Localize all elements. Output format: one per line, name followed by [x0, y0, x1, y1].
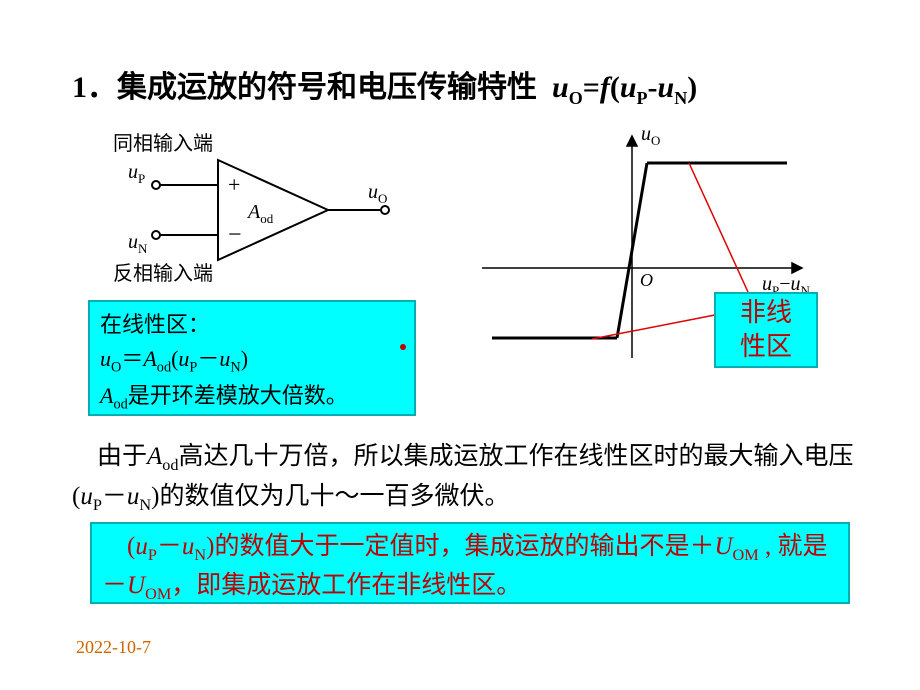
title-uP: u: [620, 71, 637, 104]
box1-line1: 在线性区：: [100, 308, 404, 342]
saturation-box: (uP－uN)的数值大于一定值时，集成运放的输出不是＋UOM , 就是－UOM，…: [90, 522, 850, 604]
box2-line2: 性区: [716, 330, 816, 364]
title-cn: 集成运放的符号和电压传输特性: [117, 71, 537, 104]
label-Aod: Aod: [246, 201, 274, 226]
opamp-diagram: 同相输入端 反相输入端 uP uN uO + − Aod: [98, 130, 408, 300]
graph-origin: O: [640, 270, 653, 290]
title-eq: =: [583, 71, 600, 104]
label-uP: uP: [128, 161, 145, 186]
label-uO: uO: [368, 181, 387, 206]
title-uN-sub: N: [674, 88, 687, 108]
linear-region-box: 在线性区： uO＝Aod(uP－uN) Aod是开环差模放大倍数。: [88, 300, 416, 416]
explanation-paragraph: 由于Aod高达几十万倍，所以集成运放工作在线性区时的最大输入电压(uP－uN)的…: [72, 438, 872, 518]
title-uO-sub: O: [569, 88, 583, 108]
title-uN: u: [658, 71, 675, 104]
label-noninv: 同相输入端: [113, 132, 213, 155]
title-prefix: 1．: [72, 71, 117, 104]
opamp-plus: +: [228, 172, 240, 197]
title-lp: (: [610, 71, 620, 104]
graph-y-label: uO: [641, 123, 660, 148]
title-f: f: [600, 71, 610, 104]
page-title: 1．集成运放的符号和电压传输特性 uO=f(uP-uN): [72, 62, 697, 109]
label-inv: 反相输入端: [113, 262, 213, 285]
label-uN: uN: [128, 231, 148, 256]
box1-line3: Aod是开环差模放大倍数。: [100, 379, 404, 416]
box2-line1: 非线: [716, 296, 816, 330]
nonlinear-region-box: 非线 性区: [714, 292, 818, 368]
slide-date: 2022-10-7: [76, 637, 151, 658]
title-uO: u: [552, 71, 569, 104]
red-dot-icon: [400, 344, 406, 350]
title-uP-sub: P: [637, 88, 648, 108]
box1-line2: uO＝Aod(uP－uN): [100, 342, 404, 379]
title-rp: ): [687, 71, 697, 104]
opamp-minus: −: [228, 222, 242, 248]
title-minus: -: [648, 71, 658, 104]
